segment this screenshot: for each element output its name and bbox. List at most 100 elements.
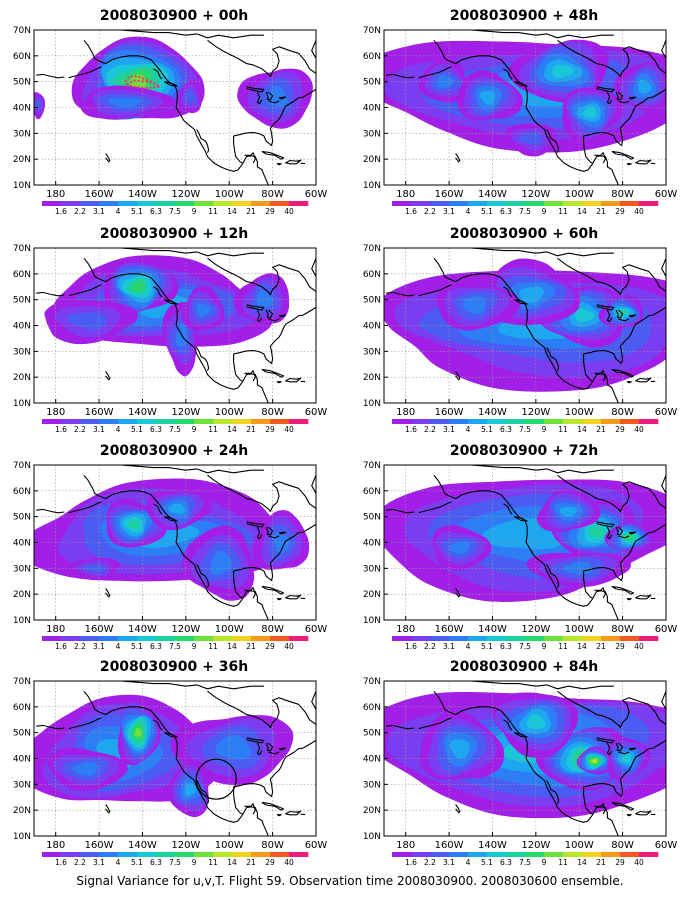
colorbar-swatch: [270, 852, 290, 857]
lat-tick-label: 70N: [13, 244, 31, 254]
lat-tick-label: 40N: [13, 755, 31, 765]
panel-title: 2008030900 + 24h: [99, 443, 249, 459]
lon-tick-label: 160W: [435, 624, 464, 635]
colorbar-label: 7.5: [169, 425, 181, 434]
colorbar-label: 7.5: [169, 207, 181, 216]
colorbar-label: 5.1: [131, 207, 143, 216]
colorbar-label: 9: [192, 858, 197, 867]
lat-tick-label: 70N: [13, 677, 31, 687]
colorbar-label: 1.6: [55, 425, 67, 434]
variance-contour: [273, 532, 291, 554]
colorbar-swatch: [194, 419, 214, 424]
colorbar-swatch: [544, 636, 564, 641]
colorbar-swatch: [270, 419, 290, 424]
lat-tick-label: 10N: [13, 181, 31, 191]
variance-contour: [168, 503, 186, 515]
colorbar-swatch: [80, 852, 100, 857]
lon-tick-label: 80W: [261, 189, 284, 200]
lon-tick-label: 120W: [521, 840, 550, 851]
variance-contour: [127, 519, 140, 529]
colorbar-label: 2.2: [74, 425, 86, 434]
colorbar-label: 29: [265, 207, 275, 216]
colorbar-swatch: [544, 419, 564, 424]
variance-map: 70N 60N 50N 40N 30N 20N 10N 180 160W 140W 120W 100W…: [363, 677, 678, 867]
lat-tick-label: 50N: [363, 729, 381, 739]
lon-tick-label: 120W: [171, 840, 200, 851]
variance-contour: [215, 735, 252, 760]
figure-caption: Signal Variance for u,v,T. Flight 59. Ob…: [76, 874, 624, 888]
lat-tick-label: 40N: [13, 104, 31, 114]
lat-tick-label: 30N: [13, 564, 31, 574]
colorbar-label: 29: [265, 858, 275, 867]
colorbar-swatch: [411, 636, 431, 641]
colorbar-label: 4: [116, 207, 121, 216]
lat-tick-label: 40N: [363, 755, 381, 765]
colorbar-label: 40: [284, 642, 294, 651]
variance-contour: [196, 303, 212, 317]
colorbar-swatch: [620, 419, 640, 424]
colorbar-swatch: [194, 636, 214, 641]
lon-tick-label: 140W: [128, 189, 157, 200]
variance-map: 70N 60N 50N 40N 30N 20N 10N 180 160W 140W 120W 100W…: [13, 26, 328, 216]
colorbar-swatch: [232, 201, 252, 206]
colorbar-swatch: [620, 852, 640, 857]
lon-tick-label: 180: [46, 840, 65, 851]
colorbar-swatch: [525, 419, 545, 424]
colorbar-label: 40: [284, 207, 294, 216]
colorbar-label: 7.5: [169, 858, 181, 867]
colorbar-label: 21: [596, 858, 606, 867]
colorbar-label: 5.1: [481, 642, 493, 651]
colorbar-label: 11: [558, 207, 568, 216]
colorbar-swatch: [582, 201, 602, 206]
lat-tick-label: 60N: [363, 52, 381, 62]
lon-tick-label: 60W: [655, 407, 678, 418]
colorbar-label: 9: [542, 207, 547, 216]
colorbar-label: 40: [634, 207, 644, 216]
lat-tick-label: 40N: [13, 539, 31, 549]
colorbar-swatch: [175, 201, 195, 206]
colorbar-label: 29: [265, 642, 275, 651]
colorbar-swatch: [468, 419, 488, 424]
colorbar-swatch: [468, 201, 488, 206]
panel-title: 2008030900 + 84h: [449, 659, 599, 675]
panel-title: 2008030900 + 72h: [449, 443, 599, 459]
colorbar-swatch: [194, 201, 214, 206]
lon-tick-label: 80W: [261, 840, 284, 851]
colorbar-label: 4: [466, 207, 471, 216]
colorbar-label: 4: [466, 642, 471, 651]
colorbar-label: 6.3: [500, 425, 512, 434]
colorbar-swatch: [525, 201, 545, 206]
colorbar-swatch: [582, 419, 602, 424]
colorbar-swatch: [525, 852, 545, 857]
colorbar-label: 2.2: [74, 642, 86, 651]
lon-tick-label: 120W: [521, 624, 550, 635]
variance-map: 70N 60N 50N 40N 30N 20N 10N 180 160W 140W 120W 100W…: [13, 677, 328, 867]
colorbar-label: 5.1: [131, 642, 143, 651]
colorbar-swatch: [118, 852, 138, 857]
colorbar-swatch: [289, 852, 309, 857]
colorbar-label: 6.3: [150, 642, 162, 651]
lon-tick-label: 140W: [478, 189, 507, 200]
lon-tick-label: 80W: [611, 407, 634, 418]
colorbar-label: 21: [596, 642, 606, 651]
lon-tick-label: 160W: [85, 189, 114, 200]
colorbar-swatch: [156, 852, 176, 857]
colorbar-label: 1.6: [405, 207, 417, 216]
colorbar-label: 40: [284, 425, 294, 434]
colorbar-swatch: [289, 636, 309, 641]
lon-tick-label: 80W: [611, 189, 634, 200]
colorbar-label: 2.2: [74, 207, 86, 216]
lon-tick-label: 100W: [565, 840, 594, 851]
lat-tick-label: 30N: [363, 564, 381, 574]
variance-contour: [66, 312, 107, 330]
colorbar-label: 29: [615, 207, 625, 216]
variance-contour: [638, 79, 652, 94]
colorbar-swatch: [99, 419, 119, 424]
forecast-panel-12h: 2008030900 + 12h 70N 60N 50N 40N 30N 20N 10N 18…: [4, 226, 344, 441]
panel-title: 2008030900 + 36h: [99, 659, 249, 675]
colorbar-label: 3.1: [443, 207, 455, 216]
colorbar-swatch: [80, 201, 100, 206]
colorbar-label: 9: [192, 425, 197, 434]
colorbar-swatch: [601, 852, 621, 857]
lon-tick-label: 100W: [565, 189, 594, 200]
